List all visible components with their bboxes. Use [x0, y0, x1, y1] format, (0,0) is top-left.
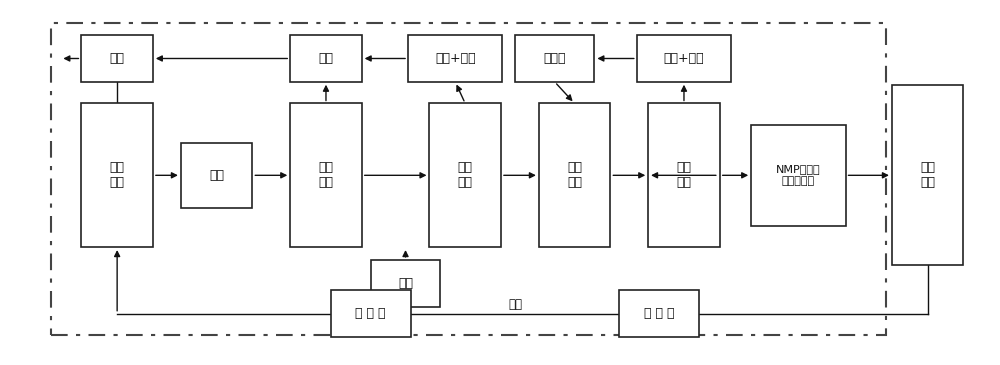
Text: 粗馏
系统: 粗馏 系统: [458, 161, 473, 189]
Bar: [408, 35, 502, 82]
Text: 废水: 废水: [318, 52, 333, 65]
Bar: [429, 103, 501, 247]
Bar: [290, 35, 362, 82]
Text: 助剂: 助剂: [398, 277, 413, 290]
Bar: [539, 103, 610, 247]
Text: 过滤
系统: 过滤 系统: [110, 161, 125, 189]
Bar: [892, 85, 963, 265]
Text: 配制
系统: 配制 系统: [567, 161, 582, 189]
Bar: [751, 125, 846, 226]
Text: 杂质: 杂质: [110, 52, 125, 65]
Bar: [648, 103, 720, 247]
Text: 洗 涤 液: 洗 涤 液: [644, 307, 674, 320]
Bar: [371, 260, 440, 307]
Bar: [81, 103, 153, 247]
Bar: [331, 290, 411, 337]
Bar: [181, 143, 252, 208]
Text: 废水+助剂: 废水+助剂: [664, 52, 704, 65]
Bar: [81, 35, 153, 82]
Text: 脱水
系统: 脱水 系统: [318, 161, 333, 189]
Text: NMP氯化钙
助溶剂体系: NMP氯化钙 助溶剂体系: [776, 165, 821, 186]
Bar: [637, 35, 731, 82]
Bar: [515, 35, 594, 82]
Text: 精馏
系统: 精馏 系统: [676, 161, 691, 189]
Text: 聚合
单元: 聚合 单元: [920, 161, 935, 189]
Text: 中 和 液: 中 和 液: [355, 307, 386, 320]
Text: 母液: 母液: [209, 169, 224, 182]
Bar: [51, 23, 886, 335]
Text: 氯化钙: 氯化钙: [543, 52, 566, 65]
Bar: [619, 290, 699, 337]
Text: 废水+助剂: 废水+助剂: [435, 52, 476, 65]
Bar: [290, 103, 362, 247]
Text: 中和: 中和: [508, 298, 522, 311]
